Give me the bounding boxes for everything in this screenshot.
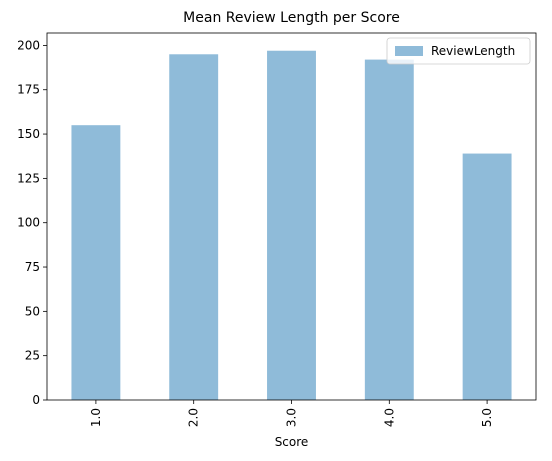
- plot-area: [46, 32, 537, 401]
- legend-box: [386, 37, 531, 65]
- y-tick-label: 50: [25, 304, 40, 318]
- legend-label: ReviewLength: [431, 44, 515, 58]
- y-tick-label: 150: [17, 127, 40, 141]
- x-axis: 1.0 2.0 3.0 4.0 5.0: [89, 400, 494, 427]
- y-tick-label: 75: [25, 260, 40, 274]
- x-tick-label: 1.0: [89, 408, 103, 427]
- x-tick-label: 5.0: [480, 408, 494, 427]
- bar-1.0: [71, 125, 121, 400]
- bar-2.0: [169, 54, 219, 401]
- x-tick-label: 3.0: [285, 408, 299, 427]
- y-axis: 0 25 50 75 100 125 150 175 200: [17, 38, 47, 407]
- y-tick-label: 25: [25, 349, 40, 363]
- y-tick-label: 100: [17, 216, 40, 230]
- bar-4.0: [364, 59, 414, 400]
- y-tick-label: 0: [32, 393, 40, 407]
- legend: ReviewLength: [386, 37, 531, 65]
- x-axis-label: Score: [275, 435, 309, 449]
- y-tick-label: 175: [17, 83, 40, 97]
- x-tick-label: 2.0: [187, 408, 201, 427]
- bar-5.0: [462, 153, 512, 400]
- y-tick-label: 200: [17, 38, 40, 52]
- legend-swatch: [395, 46, 423, 56]
- chart-title: Mean Review Length per Score: [183, 10, 400, 26]
- x-tick-label: 4.0: [382, 408, 396, 427]
- bar-3.0: [267, 50, 316, 401]
- y-tick-label: 125: [17, 171, 40, 185]
